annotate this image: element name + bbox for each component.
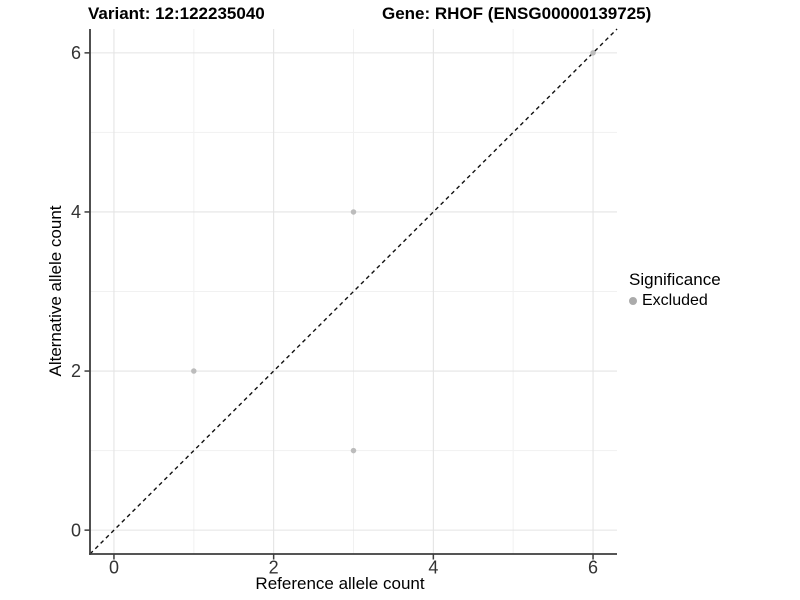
x-tick-label: 2 [269,558,279,578]
data-point [590,50,596,56]
data-point [350,447,357,454]
legend-title: Significance [629,270,721,289]
legend: Significance Excluded [629,270,721,310]
y-axis-label: Alternative allele count [46,205,65,377]
x-tick-label: 0 [109,558,119,578]
plot-title-variant: Variant: 12:122235040 [88,4,265,23]
x-axis-label: Reference allele count [255,574,425,593]
x-tick-label: 4 [428,558,438,578]
excluded-point-icon [629,297,637,305]
y-tick-label: 2 [71,361,81,381]
y-tick-label: 0 [71,520,81,540]
plot-title-gene: Gene: RHOF (ENSG00000139725) [382,4,652,23]
legend-item-excluded: Excluded [629,292,721,310]
y-tick-label: 6 [71,43,81,63]
x-tick-label: 6 [588,558,598,578]
legend-item-label: Excluded [642,292,708,309]
data-point [191,368,197,374]
identity-line [89,28,618,555]
y-tick-label: 4 [71,202,81,222]
data-point [350,209,357,215]
